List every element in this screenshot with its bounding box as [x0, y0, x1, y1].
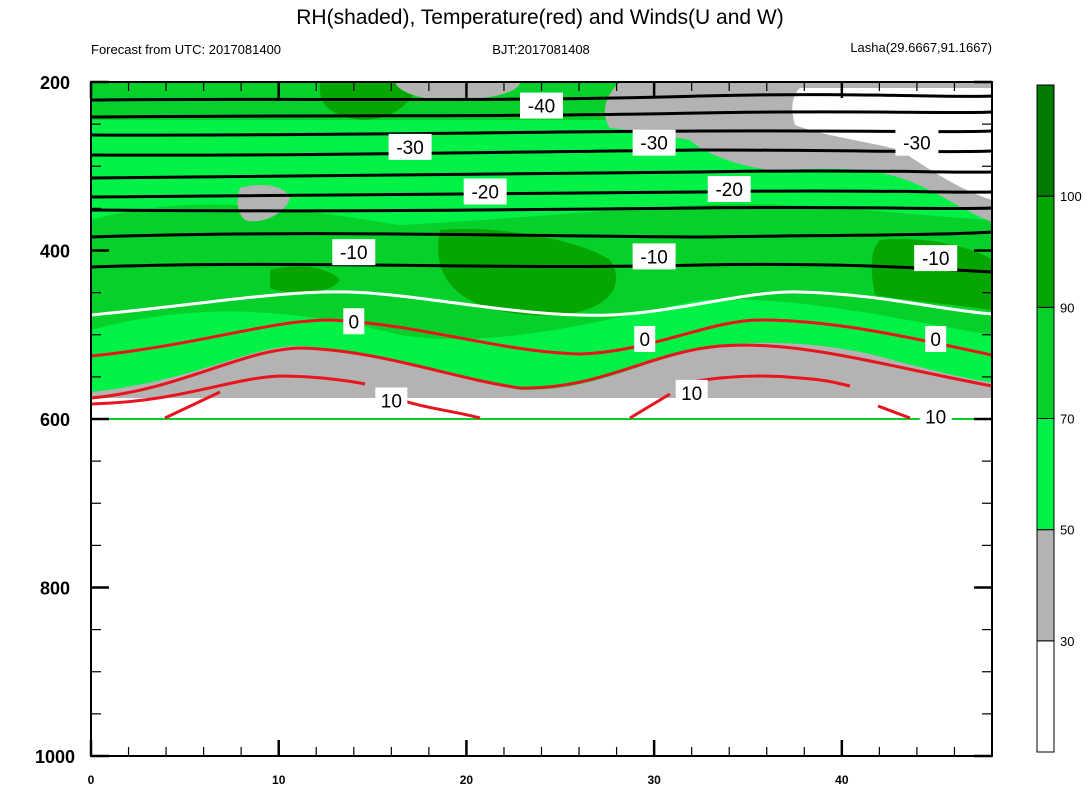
isotherm-zero	[90, 290, 993, 317]
rh-moist-core-1	[438, 229, 617, 316]
isotherm-label: 0	[639, 330, 650, 351]
isotherm-label-box	[895, 129, 939, 156]
isotherm-label-box	[520, 92, 563, 119]
isotherm-label: -20	[715, 180, 742, 201]
isotherm-plus15b	[679, 374, 851, 388]
colorbar-tick-label: 90	[1060, 300, 1074, 315]
isotherm-label: -30	[640, 134, 667, 155]
y-tick-label: 400	[40, 242, 70, 262]
isotherm-surface-3	[629, 392, 671, 420]
isotherm-minus15	[90, 205, 993, 213]
chart-title: RH(shaded), Temperature(red) and Winds(U…	[296, 6, 783, 29]
isotherm-label-box	[632, 129, 676, 156]
colorbar-tick-label: 100	[1060, 189, 1082, 204]
isotherm-labels: -40 -30 -30 -30 -20 -20 -10 -10 -10 0 0 0 10 10 10	[332, 92, 958, 430]
isotherm-label: 10	[381, 391, 402, 412]
colorbar-segment	[1036, 195, 1055, 308]
isotherm-label: -10	[640, 247, 667, 268]
isotherm-label: -10	[922, 249, 949, 270]
isotherm-surface-4	[877, 404, 911, 420]
isotherm-label: 0	[930, 330, 941, 351]
isotherm-label-box	[375, 387, 408, 414]
isotherm-label: -30	[396, 138, 423, 159]
colorbar-tick-label: 30	[1060, 634, 1074, 649]
bjt-subtitle: BJT:2017081408	[492, 42, 590, 57]
y-tick-label: 600	[40, 410, 70, 430]
rh-moist-core-2	[871, 239, 992, 310]
isotherm-label-box	[634, 325, 656, 352]
x-tick-label: 0	[88, 773, 95, 787]
isotherm-label: 0	[349, 312, 360, 333]
isotherm-plus5	[90, 318, 993, 358]
isotherm-label-box	[707, 175, 751, 202]
isotherm-label-box	[388, 133, 432, 160]
isotherm-minus35	[90, 110, 993, 119]
isotherm-label: -30	[903, 134, 930, 155]
colorbar-tick-label: 70	[1060, 412, 1074, 427]
x-axis-ticks: 0 10 20 30 40	[88, 82, 993, 787]
colorbar-tick-label: 50	[1060, 523, 1074, 538]
colorbar-segment	[1036, 84, 1055, 197]
isotherm-minus40	[90, 93, 993, 102]
isotherm-label-box	[343, 308, 365, 335]
colorbar-segment	[1036, 418, 1055, 531]
isotherm-label: -10	[340, 243, 367, 264]
isotherm-label-box	[925, 325, 947, 352]
isotherm-surface-1	[164, 390, 221, 420]
station-subtitle: Lasha(29.6667,91.1667)	[850, 40, 992, 55]
x-tick-label: 40	[835, 773, 849, 787]
x-tick-label: 20	[460, 773, 474, 787]
colorbar-segment	[1036, 306, 1055, 420]
colorbar: 30 50 70 90 100	[1036, 84, 1082, 753]
y-tick-label: 200	[40, 73, 70, 93]
colorbar-segment	[1036, 529, 1055, 642]
colorbar-segment	[1036, 640, 1055, 753]
rh-dry-lowlevel	[91, 342, 992, 400]
isotherm-plus10	[90, 343, 993, 400]
isotherm-label: 10	[925, 407, 946, 428]
isotherm-label-box	[919, 403, 952, 430]
forecast-subtitle: Forecast from UTC: 2017081400	[91, 42, 281, 57]
x-tick-label: 30	[647, 773, 661, 787]
isotherm-minus25	[90, 169, 993, 180]
isotherm-minus20	[90, 189, 993, 199]
y-tick-label: 800	[40, 579, 70, 599]
isotherm-label: -40	[528, 97, 555, 118]
isotherm-plus15	[90, 374, 366, 406]
rh-below-ground	[91, 398, 992, 418]
y-tick-label: 1000	[35, 747, 75, 767]
rh-dry-top-left	[395, 82, 520, 100]
rh-moist-core-3	[270, 266, 340, 293]
x-tick-label: 10	[272, 773, 286, 787]
isotherm-label: -20	[471, 183, 498, 204]
isotherm-label-box	[914, 245, 958, 272]
isotherm-minus10	[90, 230, 993, 239]
isotherm-label-box	[463, 178, 507, 205]
isotherm-label-box	[332, 239, 376, 266]
isotherm-label-box	[675, 379, 708, 406]
isotherm-label: 10	[681, 384, 702, 405]
isotherm-label-box	[632, 243, 676, 270]
